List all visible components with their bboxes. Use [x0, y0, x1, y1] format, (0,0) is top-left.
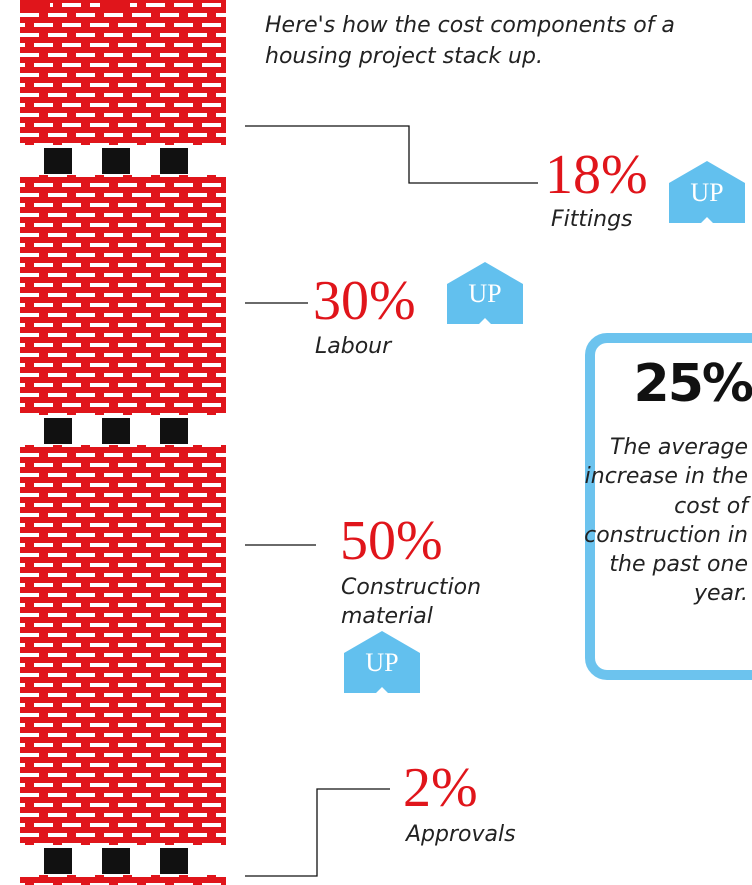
brick-building-illustration [20, 0, 226, 885]
callout-text: The average increase in the cost of cons… [584, 435, 748, 607]
up-arrow-icon [669, 161, 745, 223]
fittings-percent: 18% [545, 144, 648, 206]
up-arrow-icon [344, 631, 420, 693]
callout-value: 25% [633, 354, 752, 414]
construction-up-badge: UP [344, 631, 420, 693]
intro-text: Here's how the cost components of a hous… [265, 13, 675, 70]
callout-box [585, 333, 752, 680]
fittings-up-badge: UP [669, 161, 745, 223]
leader-line-approvals [245, 788, 390, 877]
labour-percent: 30% [313, 270, 416, 332]
labour-label: Labour [315, 334, 392, 359]
up-arrow-icon [447, 262, 523, 324]
fittings-label: Fittings [551, 207, 633, 232]
up-badge-text: UP [468, 279, 502, 308]
approvals-label: Approvals [406, 822, 516, 847]
approvals-percent: 2% [403, 757, 478, 819]
up-badge-text: UP [690, 178, 724, 207]
construction-percent: 50% [340, 510, 443, 572]
up-badge-text: UP [365, 648, 399, 677]
leader-line-fittings [245, 125, 538, 184]
labour-up-badge: UP [447, 262, 523, 324]
construction-label: Construction material [341, 575, 482, 629]
